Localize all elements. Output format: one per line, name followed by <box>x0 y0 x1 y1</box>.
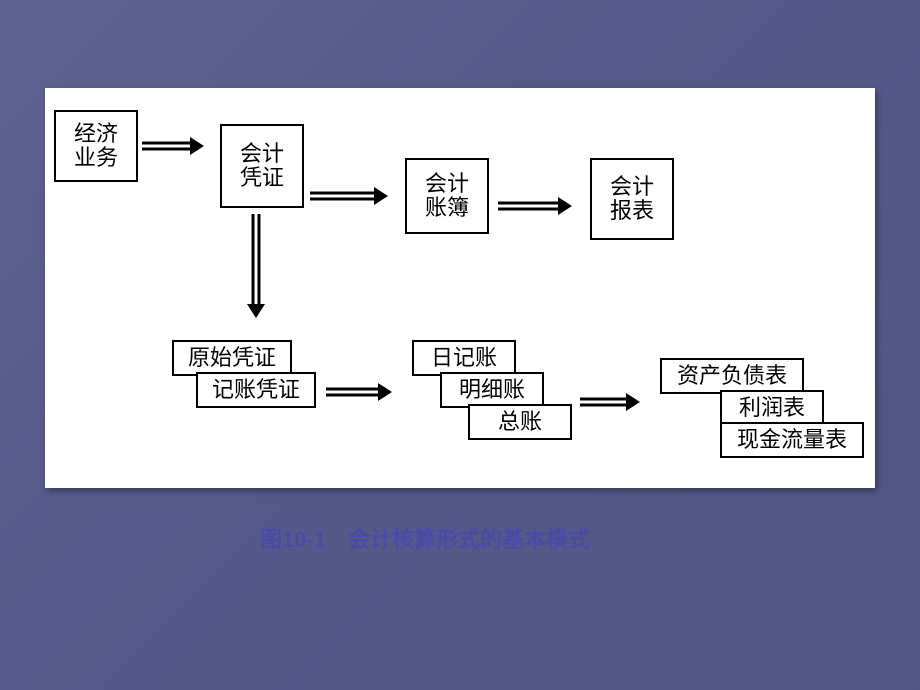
box-xjllb: 现金流量表 <box>720 422 864 458</box>
box-zcfzb: 资产负债表 <box>660 358 804 394</box>
arrow-a5 <box>326 381 392 403</box>
box-jjyw: 经济 业务 <box>54 110 138 182</box>
box-jzpz: 记账凭证 <box>196 372 316 408</box>
box-rjz: 日记账 <box>412 340 516 376</box>
arrow-a2 <box>310 185 388 207</box>
box-yspz: 原始凭证 <box>172 340 292 376</box>
box-zz: 总账 <box>468 404 572 440</box>
box-kjbb: 会计 报表 <box>590 158 674 240</box>
arrow-a6 <box>580 391 640 413</box>
arrow-a3 <box>498 195 572 217</box>
box-kjpz: 会计 凭证 <box>220 124 304 208</box>
box-kjzb: 会计 账簿 <box>405 158 489 234</box>
figure-caption: 图10-1 会计核算形式的基本模式 <box>260 522 590 554</box>
box-lrb: 利润表 <box>720 390 824 426</box>
arrow-a4 <box>245 214 267 318</box>
arrow-a1 <box>142 135 204 157</box>
box-mxz: 明细账 <box>440 372 544 408</box>
